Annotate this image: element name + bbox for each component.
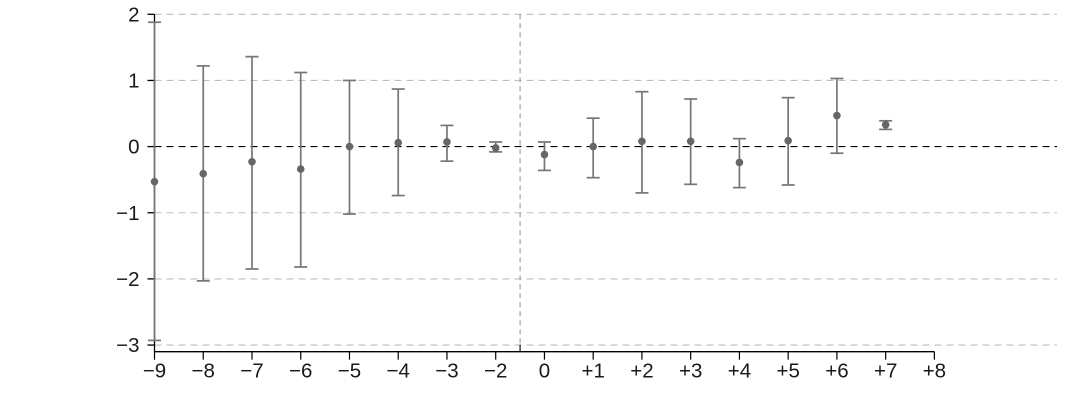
svg-text:−3: −3 [116,334,139,357]
svg-text:1: 1 [128,69,139,92]
svg-text:−5: −5 [338,360,361,383]
svg-text:−9: −9 [143,360,166,383]
svg-text:+2: +2 [630,360,653,383]
svg-text:−3: −3 [435,360,458,383]
svg-text:−1: −1 [116,202,139,225]
svg-text:−2: −2 [484,360,507,383]
svg-text:+3: +3 [679,360,702,383]
svg-text:+1: +1 [582,360,605,383]
svg-text:−6: −6 [289,360,312,383]
svg-text:2: 2 [128,3,139,26]
svg-text:+6: +6 [825,360,848,383]
svg-text:0: 0 [128,136,139,159]
svg-text:+5: +5 [776,360,799,383]
svg-text:+8: +8 [923,360,946,383]
svg-text:−2: −2 [116,268,139,291]
svg-text:0: 0 [539,360,550,383]
svg-text:+4: +4 [728,360,751,383]
svg-text:+7: +7 [874,360,897,383]
svg-text:−7: −7 [240,360,263,383]
svg-text:−8: −8 [192,360,215,383]
svg-text:−4: −4 [387,360,410,383]
